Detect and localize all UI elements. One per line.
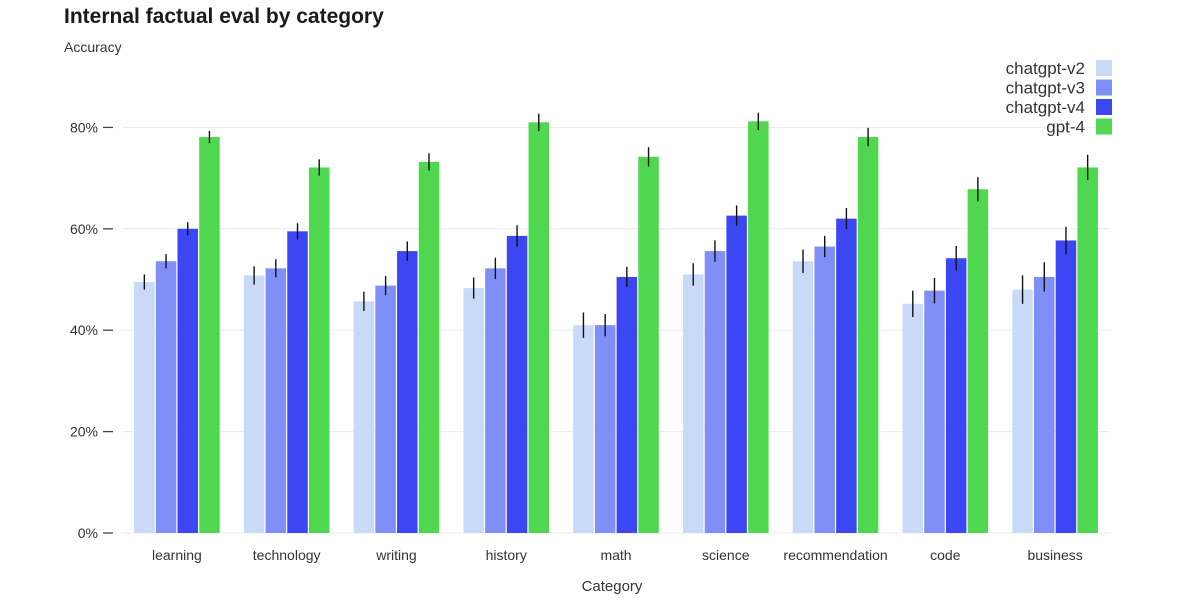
bar-chatgpt-v3-recommendation (814, 246, 835, 534)
bar-gpt-4-math (638, 156, 659, 533)
bar-chatgpt-v4-math (616, 276, 638, 533)
bar-chatgpt-v2-history (463, 288, 484, 533)
bar-gpt-4-recommendation (857, 137, 879, 533)
legend-swatch-chatgpt-v2 (1096, 60, 1112, 76)
legend-label-chatgpt-v3: chatgpt-v3 (1006, 79, 1085, 98)
x-tick-label: science (702, 547, 750, 563)
chart-title: Internal factual eval by category (64, 5, 384, 28)
bar-chatgpt-v3-learning (155, 261, 177, 533)
x-tick-label: math (600, 547, 631, 563)
bar-gpt-4-business (1077, 167, 1098, 533)
bar-chatgpt-v3-math (594, 325, 616, 533)
legend-label-gpt-4: gpt-4 (1046, 118, 1085, 137)
bar-chatgpt-v2-code (902, 303, 924, 533)
y-tick-label: 40% (70, 322, 98, 338)
bar-chatgpt-v3-history (485, 268, 506, 533)
bar-chatgpt-v4-science (726, 215, 747, 534)
y-axis: 0% 20% 40% 60% 80% (70, 119, 113, 541)
x-axis-title: Category (582, 578, 643, 595)
y-tick-label: 20% (70, 424, 98, 440)
legend-swatch-chatgpt-v4 (1096, 99, 1112, 115)
bar-chatgpt-v3-business (1034, 276, 1055, 533)
x-tick-label: history (486, 547, 527, 563)
bar-gpt-4-writing (418, 161, 440, 533)
legend-label-chatgpt-v4: chatgpt-v4 (1006, 98, 1085, 117)
x-axis: learning technology writing history math scie… (152, 547, 1083, 563)
bar-chatgpt-v3-code (924, 290, 945, 533)
bar-chatgpt-v2-recommendation (792, 261, 814, 533)
bar-chatgpt-v4-writing (397, 251, 418, 533)
legend-label-chatgpt-v2: chatgpt-v2 (1006, 59, 1085, 78)
bar-gpt-4-learning (199, 137, 220, 533)
x-tick-label: recommendation (783, 547, 887, 563)
bar-gpt-4-history (528, 122, 550, 533)
y-tick-label: 80% (70, 119, 98, 135)
bar-gpt-4-code (967, 189, 989, 533)
y-tick-label: 60% (70, 221, 98, 237)
y-tick-label: 0% (78, 525, 98, 541)
bar-chatgpt-v4-code (945, 258, 967, 533)
x-tick-label: learning (152, 547, 202, 563)
error-bars (143, 112, 1089, 338)
bar-chatgpt-v4-recommendation (836, 218, 857, 533)
bar-chatgpt-v4-history (506, 235, 528, 533)
bar-gpt-4-technology (308, 167, 330, 533)
bar-chatgpt-v2-writing (353, 301, 375, 533)
bar-chatgpt-v2-science (682, 274, 704, 533)
bar-chatgpt-v3-technology (265, 268, 287, 533)
bar-chatgpt-v3-science (704, 251, 726, 533)
x-tick-label: code (930, 547, 961, 563)
bar-chatgpt-v2-technology (243, 275, 265, 533)
legend-swatch-chatgpt-v3 (1096, 79, 1112, 96)
bar-chatgpt-v4-learning (177, 228, 198, 534)
bar-chatgpt-v2-learning (134, 282, 155, 533)
bar-chatgpt-v4-technology (287, 231, 308, 533)
bar-chatgpt-v2-business (1012, 289, 1033, 533)
legend-swatch-gpt-4 (1096, 118, 1112, 135)
bar-chatgpt-v4-business (1055, 240, 1077, 533)
y-axis-label: Accuracy (64, 39, 122, 55)
x-tick-label: business (1027, 547, 1082, 563)
x-tick-label: technology (253, 547, 321, 563)
gridlines (122, 126, 1110, 534)
bars (134, 121, 1098, 534)
bar-gpt-4-science (748, 121, 769, 533)
x-tick-label: writing (375, 547, 416, 563)
bar-chatgpt-v3-writing (375, 285, 396, 533)
bar-chatgpt-v2-math (573, 325, 594, 533)
